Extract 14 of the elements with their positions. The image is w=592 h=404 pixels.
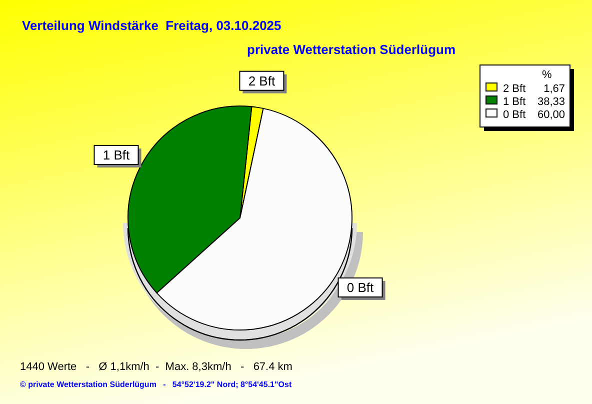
legend-label: 2 Bft bbox=[503, 83, 526, 95]
slice-label: 2 Bft bbox=[248, 73, 276, 88]
chart-title: Verteilung Windstärke Freitag, 03.10.2025 bbox=[22, 18, 282, 33]
text: 1440 Werte - Ø 1,1km/h - Max. 8,3km/h - 67.4 km bbox=[20, 361, 292, 373]
legend-label: 0 Bft bbox=[503, 109, 526, 121]
slice-label: 0 Bft bbox=[346, 280, 374, 295]
data-label: 1,67 bbox=[544, 83, 565, 95]
slice-label: 1 Bft bbox=[102, 147, 130, 162]
chart-subtitle: private Wetterstation Süderlügum bbox=[247, 42, 456, 57]
text: © private Wetterstation Süderlügum - 54°52'19.2" Nord; 8°54'45.1"Ost bbox=[20, 380, 292, 389]
legend-label: 1 Bft bbox=[503, 96, 526, 108]
data-label: 38,33 bbox=[537, 96, 565, 108]
data-label: 60,00 bbox=[537, 109, 565, 121]
legend-title: % bbox=[542, 69, 552, 81]
